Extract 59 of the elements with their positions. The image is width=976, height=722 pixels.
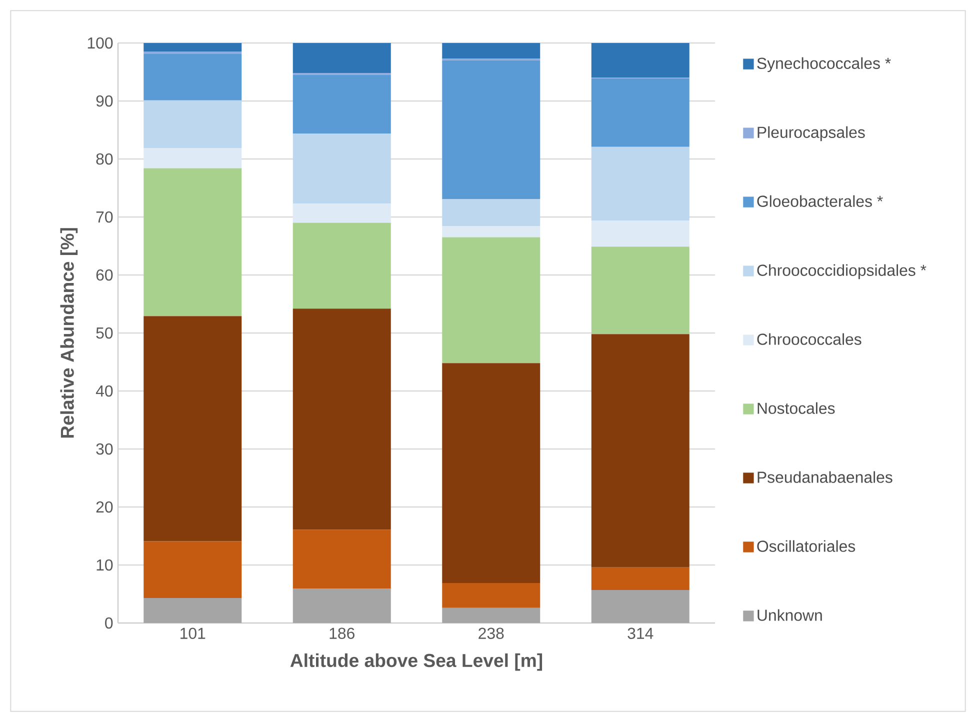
x-tick-label: 314	[628, 628, 654, 639]
y-tick-label: 30	[96, 443, 113, 455]
legend-label: Pseudanabaenales	[758, 471, 892, 483]
bar	[144, 100, 242, 148]
legend-label: Chroococcidiopsidales *	[757, 264, 926, 280]
bar	[292, 530, 391, 589]
legend-label: Chroococcales	[757, 333, 862, 345]
bar	[292, 42, 391, 74]
bar	[591, 220, 690, 247]
x-axis-title: Altitude above Sea Level [m]	[290, 653, 542, 671]
bar	[442, 237, 540, 364]
bar	[144, 598, 242, 623]
bar	[591, 590, 690, 623]
x-tick-label: 238	[478, 628, 504, 639]
y-tick-label: 20	[96, 501, 113, 513]
bar	[442, 199, 540, 226]
bar	[591, 78, 690, 147]
y-tick-label: 10	[96, 559, 113, 571]
bar	[442, 226, 540, 238]
legend-label: Oscillatoriales	[757, 540, 856, 552]
legend-label: Synechococcales *	[757, 57, 891, 72]
bar	[144, 52, 242, 54]
bar	[144, 148, 242, 168]
bar	[442, 582, 540, 608]
bar	[591, 42, 690, 78]
y-tick-label: 40	[96, 385, 113, 397]
bar	[591, 146, 690, 220]
bar	[442, 363, 540, 583]
bar	[442, 60, 540, 200]
y-tick-label: 0	[105, 617, 113, 629]
bar	[144, 541, 242, 598]
legend-label: Unknown	[758, 609, 822, 621]
bar	[144, 54, 242, 100]
y-tick-label: 70	[96, 211, 113, 223]
y-tick-label: 80	[96, 153, 113, 165]
x-tick-label: 186	[330, 628, 354, 639]
bar	[442, 42, 540, 59]
x-tick-label: 101	[180, 628, 206, 639]
bar	[292, 308, 391, 530]
bar	[292, 588, 391, 623]
legend-label: Pleurocapsales	[758, 126, 865, 142]
bar	[144, 42, 242, 52]
bar	[442, 608, 540, 623]
bar	[144, 316, 242, 542]
bar	[292, 222, 391, 309]
bar	[292, 74, 391, 134]
y-tick-label: 50	[96, 327, 113, 339]
bar	[144, 168, 242, 316]
bar	[591, 334, 690, 568]
y-tick-label: 60	[96, 269, 113, 281]
bar	[591, 567, 690, 590]
y-axis-title: Relative Abundance [%]	[60, 228, 78, 438]
y-tick-label: 90	[96, 95, 113, 107]
legend-label: Gloeobacterales *	[757, 195, 883, 207]
bar	[292, 133, 391, 204]
bar	[591, 246, 690, 334]
bar	[292, 204, 391, 223]
y-tick-label: 100	[88, 37, 113, 49]
legend-label: Nostocales	[758, 402, 835, 414]
